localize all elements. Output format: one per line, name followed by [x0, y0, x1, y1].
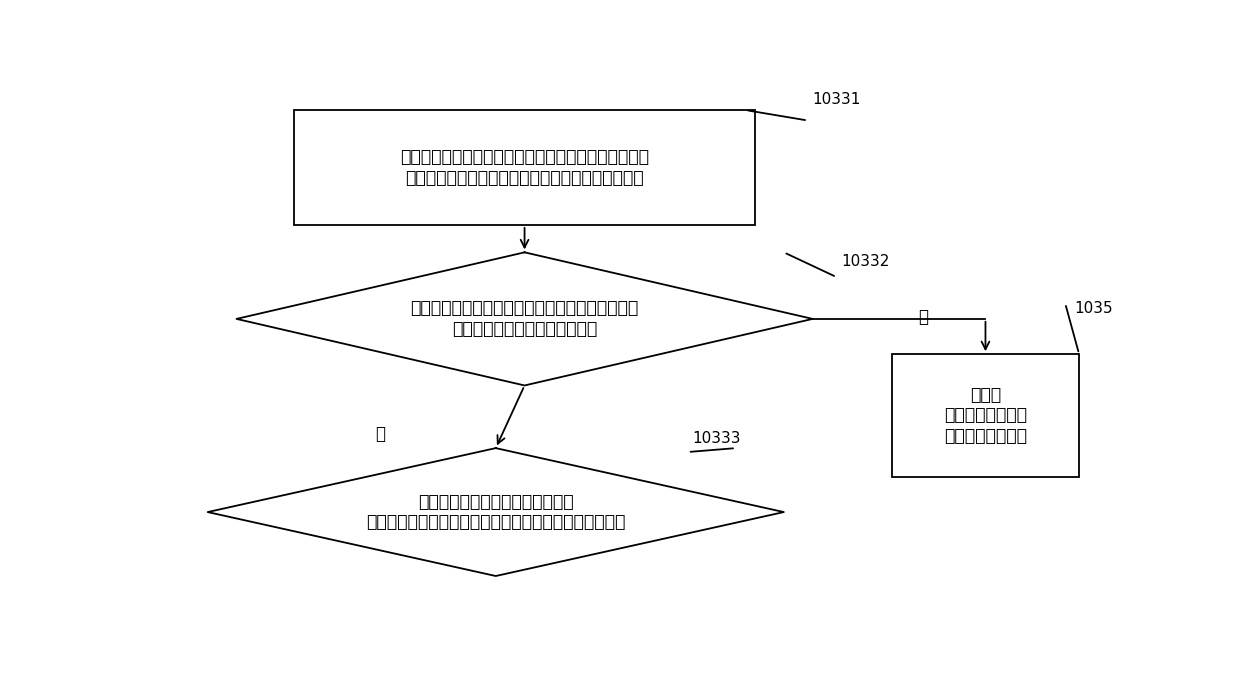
Text: 根据所述起始路线的出发时间以及
每一所述中转路线的出行时间判断是否存在每一程的机票: 根据所述起始路线的出发时间以及 每一所述中转路线的出行时间判断是否存在每一程的机…: [366, 493, 626, 532]
Text: 10333: 10333: [693, 431, 741, 447]
Text: 10332: 10332: [841, 254, 890, 269]
Text: 根据所述航班信息判断所述起始路线的航班及每一
所述中转路线的航班是否均存在: 根据所述航班信息判断所述起始路线的航班及每一 所述中转路线的航班是否均存在: [410, 300, 638, 338]
Text: 否: 否: [918, 308, 928, 326]
Text: 确认不
将所述推荐路线加
入至所述推荐集合: 确认不 将所述推荐路线加 入至所述推荐集合: [944, 386, 1027, 445]
FancyBboxPatch shape: [294, 110, 755, 225]
Text: 根据所述起始路线的出发时间以及每一所述中转路线的
出行时间获取飞行信息，所述飞行信息包括航班信息: 根据所述起始路线的出发时间以及每一所述中转路线的 出行时间获取飞行信息，所述飞行…: [400, 148, 649, 187]
FancyBboxPatch shape: [892, 354, 1079, 477]
Text: 10331: 10331: [813, 92, 861, 107]
Text: 1035: 1035: [1074, 301, 1114, 316]
Text: 是: 是: [375, 424, 385, 443]
